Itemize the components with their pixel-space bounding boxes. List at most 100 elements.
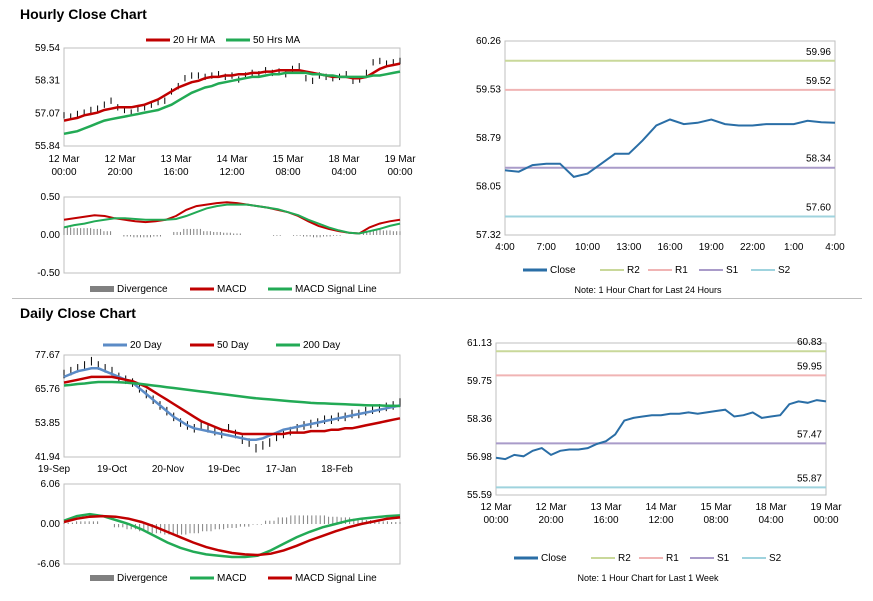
daily-pivot-legend-close-label: Close — [541, 553, 567, 564]
daily-signal-line — [63, 514, 401, 557]
hourly-price-x-tick-label: 04:00 — [331, 167, 356, 178]
daily-pivot-s1-value: 57.47 — [797, 429, 822, 440]
daily-pivot-x-tick-label: 00:00 — [813, 515, 838, 526]
hourly-pivot-close-line — [504, 118, 836, 179]
hourly-pivot-r1-value: 59.52 — [806, 76, 831, 87]
legend-200day-label: 200 Day — [303, 340, 340, 351]
daily-price-x-tick-label: 17-Jan — [266, 464, 297, 475]
hourly-price-x-tick-label: 18 Mar — [328, 154, 360, 165]
daily-pivot-frame — [495, 342, 827, 496]
daily-pivot-x-tick-label: 00:00 — [483, 515, 508, 526]
daily-pivot-x-tick-label: 08:00 — [703, 515, 728, 526]
hourly-price-x-tick-label: 12:00 — [219, 167, 244, 178]
daily-price-y-tick-label: 77.67 — [35, 350, 60, 361]
hourly-pivot-x-tick-label: 10:00 — [575, 242, 600, 253]
daily-pivot-r1-value: 59.95 — [797, 361, 822, 372]
daily-price-frame — [63, 354, 401, 458]
hourly-price-x-tick-label: 20:00 — [107, 167, 132, 178]
daily-pivot-r2-value: 60.83 — [797, 337, 822, 348]
daily-pivot-legend-s2-label: S2 — [769, 553, 782, 564]
daily-price-x-tick-label: 18-Feb — [321, 464, 353, 475]
hourly-pivot-note: Note: 1 Hour Chart for Last 24 Hours — [574, 285, 722, 295]
daily-pivot-y-tick-label: 61.13 — [467, 338, 492, 349]
hourly-price-x-tick-label: 19 Mar — [384, 154, 416, 165]
hourly-price-y-tick-label: 59.54 — [35, 43, 60, 54]
hourly-pivot-legend-close-label: Close — [550, 265, 576, 276]
hourly-pivot-y-tick-label: 57.32 — [476, 230, 501, 241]
hourly-price-x-tick-label: 12 Mar — [48, 154, 80, 165]
daily-price-y-tick-label: 65.76 — [35, 384, 60, 395]
daily-pivot-x-tick-label: 18 Mar — [755, 502, 787, 513]
hourly-20hr-ma-line — [63, 62, 401, 122]
daily-pivot-y-tick-label: 59.75 — [467, 376, 492, 387]
daily-pivot-close-line — [495, 399, 827, 461]
legend-50day-label: 50 Day — [217, 340, 249, 351]
daily-pivot-x-tick-label: 20:00 — [538, 515, 563, 526]
hourly-50hr-ma-line — [63, 70, 401, 136]
daily-200day-ma-line — [63, 380, 401, 408]
legend-hourly-divergence-label: Divergence — [117, 284, 168, 295]
daily-pivot-x-tick-label: 12:00 — [648, 515, 673, 526]
hourly-pivot-x-tick-label: 16:00 — [657, 242, 682, 253]
hourly-price-y-tick-label: 55.84 — [35, 141, 60, 152]
daily-pivot-x-tick-label: 12 Mar — [535, 502, 567, 513]
hourly-pivot-y-tick-label: 60.26 — [476, 36, 501, 47]
daily-pivot-legend-s1-label: S1 — [717, 553, 730, 564]
legend-daily-divergence-label: Divergence — [117, 573, 168, 584]
legend-hourly-macd-label: MACD — [217, 284, 246, 295]
daily-macd-line — [63, 512, 401, 559]
daily-price-y-tick-label: 41.94 — [35, 452, 60, 463]
hourly-pivot-x-tick-label: 13:00 — [616, 242, 641, 253]
daily-pivot-x-tick-label: 14 Mar — [645, 502, 677, 513]
daily-macd-y-tick-label: 6.06 — [41, 479, 61, 490]
hourly-price-x-tick-label: 14 Mar — [216, 154, 248, 165]
hourly-macd-frame — [63, 196, 401, 274]
daily-pivot-legend-r1-label: R1 — [666, 553, 679, 564]
hourly-pivot-legend-r2-label: R2 — [627, 265, 640, 276]
legend-daily-macd-label: MACD — [217, 573, 246, 584]
hourly-price-x-tick-label: 00:00 — [51, 167, 76, 178]
hourly-pivot-legend-s2-label: S2 — [778, 265, 791, 276]
legend-20hr-ma-label: 20 Hr MA — [173, 35, 216, 46]
hourly-pivot-frame — [504, 40, 836, 236]
daily-section-title: Daily Close Chart — [20, 305, 136, 321]
legend-hourly-signal-label: MACD Signal Line — [295, 284, 377, 295]
daily-pivot-x-tick-label: 12 Mar — [480, 502, 512, 513]
hourly-pivot-x-tick-label: 1:00 — [784, 242, 804, 253]
daily-price-x-tick-label: 19-Dec — [208, 464, 240, 475]
daily-pivot-x-tick-label: 04:00 — [758, 515, 783, 526]
daily-price-y-tick-label: 53.85 — [35, 418, 60, 429]
hourly-macd-y-tick-label: 0.50 — [41, 192, 61, 203]
hourly-signal-line — [63, 203, 401, 235]
daily-price-x-tick-label: 19-Oct — [97, 464, 127, 475]
hourly-price-x-tick-label: 13 Mar — [160, 154, 192, 165]
hourly-pivot-r2-value: 59.96 — [806, 47, 831, 58]
daily-pivot-x-tick-label: 15 Mar — [700, 502, 732, 513]
hourly-price-x-tick-label: 16:00 — [163, 167, 188, 178]
hourly-pivot-x-tick-label: 4:00 — [495, 242, 515, 253]
daily-50day-ma-line — [63, 375, 401, 436]
hourly-pivot-x-tick-label: 19:00 — [699, 242, 724, 253]
hourly-pivot-x-tick-label: 7:00 — [537, 242, 557, 253]
hourly-pivot-legend-r1-label: R1 — [675, 265, 688, 276]
daily-price-x-tick-label: 19-Sep — [38, 464, 71, 475]
daily-macd-y-tick-label: -6.06 — [37, 559, 60, 570]
daily-pivot-legend-r2-label: R2 — [618, 553, 631, 564]
daily-pivot-note: Note: 1 Hour Chart for Last 1 Week — [578, 573, 719, 583]
section-divider — [12, 298, 862, 299]
hourly-price-x-tick-label: 15 Mar — [272, 154, 304, 165]
legend-20day-label: 20 Day — [130, 340, 162, 351]
hourly-pivot-y-tick-label: 58.79 — [476, 133, 501, 144]
daily-pivot-y-tick-label: 56.98 — [467, 452, 492, 463]
daily-pivot-x-tick-label: 13 Mar — [590, 502, 622, 513]
hourly-pivot-legend-s1-label: S1 — [726, 265, 739, 276]
hourly-section-title: Hourly Close Chart — [20, 6, 147, 22]
daily-pivot-y-tick-label: 55.59 — [467, 490, 492, 501]
daily-price-x-tick-label: 20-Nov — [152, 464, 184, 475]
legend-daily-signal-label: MACD Signal Line — [295, 573, 377, 584]
hourly-pivot-s1-value: 58.34 — [806, 154, 831, 165]
hourly-price-frame — [63, 47, 401, 147]
hourly-pivot-x-tick-label: 22:00 — [740, 242, 765, 253]
hourly-price-x-tick-label: 08:00 — [275, 167, 300, 178]
daily-macd-y-tick-label: 0.00 — [41, 519, 61, 530]
